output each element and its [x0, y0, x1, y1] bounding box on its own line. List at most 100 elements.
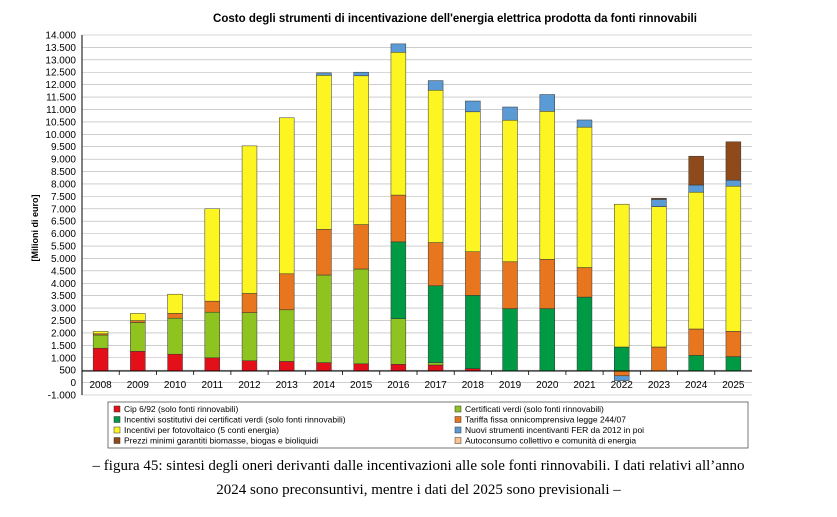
bar-segment	[316, 362, 332, 372]
y-tick-label: 10.000	[45, 130, 76, 141]
bar-segment	[576, 119, 593, 128]
x-tick-label: 2016	[387, 380, 410, 391]
y-tick-label: 13.500	[45, 43, 76, 54]
y-tick-label: 6.500	[51, 217, 76, 228]
bar-segment	[614, 370, 630, 377]
bar-segment	[576, 126, 593, 268]
bar-segment	[539, 94, 555, 112]
bar-segment	[241, 293, 258, 313]
y-tick-label: 3.500	[51, 291, 76, 302]
legend-label: Certificati verdi (solo fonti rinnovabil…	[465, 404, 604, 414]
bar-segment	[204, 311, 220, 359]
x-tick-label: 2011	[202, 380, 224, 391]
bar-segment	[502, 308, 518, 372]
bar-segment	[204, 208, 220, 302]
legend-swatch	[113, 437, 121, 444]
bar-segment	[465, 111, 481, 252]
y-tick-label: 6.000	[51, 229, 76, 240]
y-tick-label: 7.500	[51, 192, 76, 203]
y-tick-label: 13.000	[45, 55, 76, 66]
bar-segment	[353, 268, 369, 365]
bar-segment	[316, 274, 332, 363]
x-tick-label: 2025	[722, 380, 745, 391]
bar-segment	[130, 320, 146, 323]
bar-segment	[688, 155, 704, 186]
bar-segment	[651, 206, 667, 348]
chart: Costo degli strumenti di incentivazione …	[30, 13, 752, 449]
legend-swatch	[113, 426, 121, 434]
y-tick-label: 1.500	[51, 341, 76, 352]
y-tick-label: 11.000	[46, 105, 76, 116]
legend-label: Tariffa fissa onnicomprensiva legge 244/…	[465, 415, 626, 425]
bar-segment	[576, 296, 593, 372]
bar-segment	[353, 224, 369, 270]
y-tick-label: 3.000	[51, 304, 76, 315]
bar-segment	[465, 295, 481, 369]
figure-caption-line-2: 2024 sono preconsuntivi, mentre i dati d…	[216, 482, 621, 498]
bar-segment	[92, 331, 109, 335]
bar-segment	[130, 313, 146, 321]
bar-segment	[725, 356, 742, 372]
bar-segment	[539, 259, 555, 309]
bar-segment	[651, 197, 667, 200]
bar-segment	[167, 313, 183, 319]
bar-segment	[427, 285, 444, 363]
bar-segment	[576, 267, 593, 298]
bar-segment	[688, 328, 704, 356]
x-tick-label: 2015	[350, 380, 373, 391]
bar-segment	[427, 242, 444, 287]
legend-label: Prezzi minimi garantiti biomasse, biogas…	[124, 436, 318, 446]
y-tick-label: 7.000	[51, 204, 76, 215]
bar-segment	[130, 351, 146, 372]
bar-segment	[725, 185, 742, 332]
y-tick-label: 8.500	[51, 167, 76, 178]
bar-segment	[316, 229, 332, 276]
x-tick-label: 2017	[424, 380, 447, 391]
legend-swatch	[454, 437, 462, 444]
bar-segment	[241, 312, 258, 361]
bar-segment	[725, 179, 742, 187]
y-tick-label: -1.000	[48, 391, 77, 402]
x-tick-label: 2020	[536, 380, 559, 391]
legend-swatch	[113, 416, 121, 423]
bar-segment	[279, 309, 295, 362]
bar-segment	[241, 145, 258, 294]
bar-segment	[502, 119, 518, 263]
bar-segment	[725, 141, 742, 181]
y-tick-label: 9.500	[51, 142, 76, 153]
bar-segment	[279, 273, 295, 311]
bar-segment	[167, 353, 183, 372]
bars	[92, 43, 742, 381]
y-tick-label: 10.500	[45, 117, 76, 128]
y-tick-label: 12.000	[45, 80, 76, 91]
bar-segment	[465, 251, 481, 296]
legend-label: Autoconsumo collettivo e comunità di ene…	[465, 436, 636, 446]
bar-segment	[614, 375, 630, 381]
bar-segment	[390, 318, 407, 365]
bar-segment	[427, 80, 444, 91]
bar-segment	[92, 334, 109, 349]
x-tick-label: 2024	[685, 380, 708, 391]
bar-segment	[353, 363, 369, 372]
bar-segment	[130, 322, 146, 352]
bar-segment	[539, 308, 555, 372]
legend-label: Cip 6/92 (solo fonti rinnovabili)	[124, 404, 239, 414]
bar-segment	[427, 362, 444, 366]
legend-swatch	[113, 405, 121, 413]
bar-segment	[539, 111, 555, 260]
bar-segment	[353, 75, 369, 225]
bar-segment	[204, 357, 220, 372]
x-tick-label: 2010	[164, 380, 187, 391]
legend-label: Incentivi per fotovoltaico (5 conti ener…	[124, 425, 279, 435]
x-tick-label: 2009	[127, 380, 150, 391]
x-tick-label: 2023	[648, 380, 671, 391]
y-tick-label: 5.500	[51, 242, 76, 253]
legend: Cip 6/92 (solo fonti rinnovabili) Certifi…	[107, 401, 749, 449]
bar-segment	[279, 361, 295, 372]
x-tick-label: 2008	[89, 380, 112, 391]
x-tick-label: 2012	[238, 380, 261, 391]
bar-segment	[92, 347, 109, 372]
y-tick-label: 8.000	[51, 179, 76, 190]
bar-segment	[427, 89, 444, 243]
